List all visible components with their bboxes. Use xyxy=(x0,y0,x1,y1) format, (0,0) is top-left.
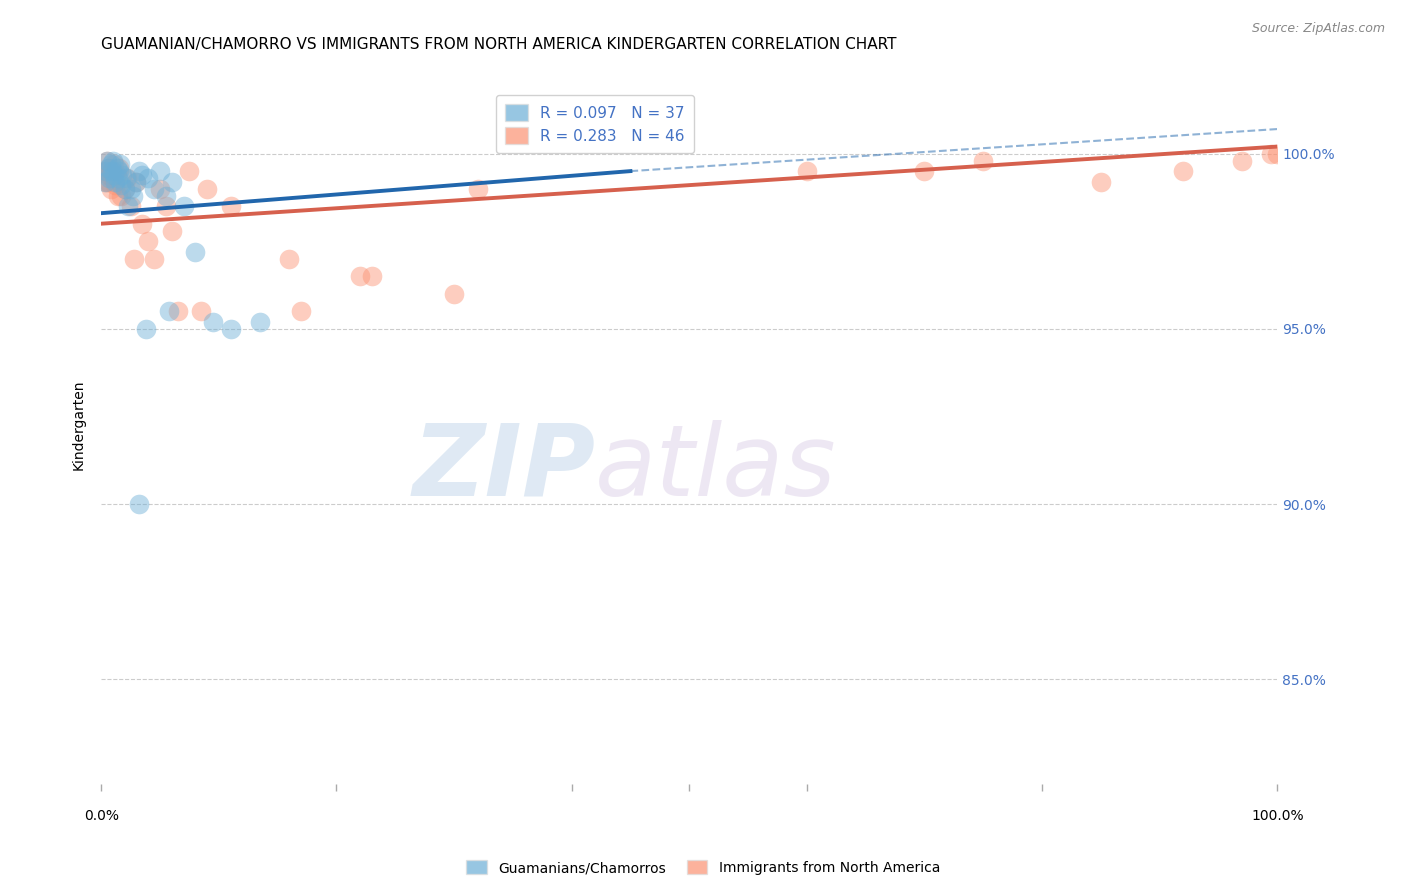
Point xyxy=(97,161,120,175)
Point xyxy=(120,181,142,195)
Point xyxy=(219,199,242,213)
Point xyxy=(114,181,136,195)
Point xyxy=(100,157,122,171)
Point xyxy=(103,168,125,182)
Point xyxy=(349,269,371,284)
Point xyxy=(249,315,271,329)
Point xyxy=(128,164,150,178)
Point xyxy=(120,199,142,213)
Point xyxy=(179,164,201,178)
Text: ZIP: ZIP xyxy=(412,420,595,516)
Point xyxy=(278,252,301,266)
Point xyxy=(100,181,122,195)
Point xyxy=(1230,153,1253,168)
Point xyxy=(149,164,172,178)
Point xyxy=(94,164,117,178)
Point xyxy=(131,217,153,231)
Point xyxy=(360,269,382,284)
Point xyxy=(149,181,172,195)
Point xyxy=(110,188,132,202)
Point xyxy=(155,188,177,202)
Point xyxy=(201,315,224,329)
Point xyxy=(159,304,181,318)
Point xyxy=(143,252,166,266)
Point xyxy=(96,153,118,168)
Point xyxy=(1265,146,1288,161)
Point xyxy=(101,164,124,178)
Point xyxy=(104,178,127,193)
Point xyxy=(101,171,124,186)
Point xyxy=(195,181,218,195)
Point xyxy=(108,161,131,175)
Point xyxy=(972,153,994,168)
Point xyxy=(110,178,132,193)
Point xyxy=(97,175,120,189)
Text: 0.0%: 0.0% xyxy=(84,809,118,823)
Point xyxy=(93,175,115,189)
Point xyxy=(796,164,818,178)
Point xyxy=(914,164,936,178)
Point xyxy=(107,188,129,202)
Point xyxy=(1090,175,1112,189)
Point xyxy=(443,286,465,301)
Point xyxy=(117,199,139,213)
Point xyxy=(103,157,125,171)
Point xyxy=(131,168,153,182)
Point xyxy=(108,164,131,178)
Text: 100.0%: 100.0% xyxy=(1251,809,1303,823)
Point xyxy=(136,234,159,248)
Point xyxy=(219,322,242,336)
Point xyxy=(105,168,128,182)
Point xyxy=(1173,164,1195,178)
Point xyxy=(467,181,489,195)
Point xyxy=(108,157,131,171)
Point xyxy=(98,161,121,175)
Point xyxy=(125,175,148,189)
Point xyxy=(160,175,183,189)
Point xyxy=(136,171,159,186)
Point xyxy=(114,181,136,195)
Point xyxy=(160,224,183,238)
Point xyxy=(128,497,150,511)
Text: Source: ZipAtlas.com: Source: ZipAtlas.com xyxy=(1251,22,1385,36)
Text: GUAMANIAN/CHAMORRO VS IMMIGRANTS FROM NORTH AMERICA KINDERGARTEN CORRELATION CHA: GUAMANIAN/CHAMORRO VS IMMIGRANTS FROM NO… xyxy=(101,37,897,53)
Point xyxy=(104,175,127,189)
Point xyxy=(184,244,207,259)
Point xyxy=(93,164,115,178)
Point xyxy=(1260,146,1282,161)
Legend: Guamanians/Chamorros, Immigrants from North America: Guamanians/Chamorros, Immigrants from No… xyxy=(461,855,945,880)
Point xyxy=(100,164,122,178)
Point xyxy=(115,171,138,186)
Point xyxy=(107,171,129,186)
Point xyxy=(111,168,134,182)
Point xyxy=(122,252,145,266)
Point xyxy=(290,304,312,318)
Point xyxy=(166,304,188,318)
Point xyxy=(125,175,148,189)
Point xyxy=(122,188,145,202)
Point xyxy=(96,153,118,168)
Point xyxy=(101,153,124,168)
Point xyxy=(155,199,177,213)
Point xyxy=(97,168,120,182)
Legend: R = 0.097   N = 37, R = 0.283   N = 46: R = 0.097 N = 37, R = 0.283 N = 46 xyxy=(496,95,695,153)
Point xyxy=(135,322,157,336)
Point xyxy=(105,161,128,175)
Point xyxy=(173,199,195,213)
Point xyxy=(98,171,121,186)
Point xyxy=(190,304,212,318)
Y-axis label: Kindergarten: Kindergarten xyxy=(72,380,86,470)
Text: atlas: atlas xyxy=(595,420,837,516)
Point xyxy=(94,175,117,189)
Point xyxy=(143,181,166,195)
Point xyxy=(101,164,124,178)
Point xyxy=(115,171,138,186)
